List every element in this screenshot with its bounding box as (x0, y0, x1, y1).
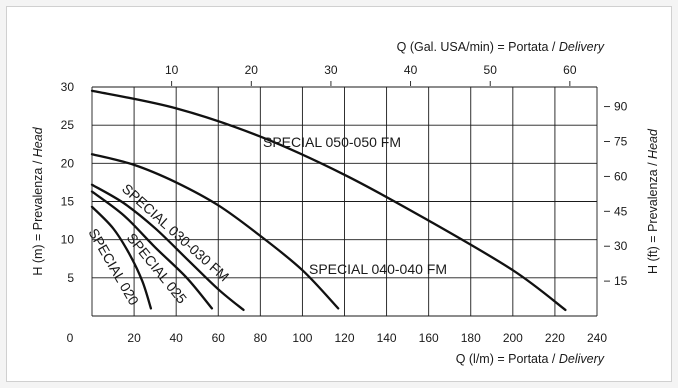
x-tick-label: 100 (292, 331, 312, 345)
x-tick-label: 0 (67, 331, 74, 345)
x-tick-label: 200 (503, 331, 523, 345)
y-tick-label: 25 (61, 118, 75, 132)
curve-special-020 (90, 205, 153, 310)
x-tick-label: 240 (587, 331, 607, 345)
axis-title-text: H (m) = Prevalenza / (31, 157, 45, 275)
x-tick-label: 80 (254, 331, 268, 345)
y-right-tick-label: 30 (614, 239, 628, 253)
axis-title-italic: Head (31, 126, 45, 157)
y-tick-label: 15 (61, 195, 75, 209)
y-tick-label: 10 (61, 233, 75, 247)
x-tick-label: 60 (212, 331, 226, 345)
x-top-tick-label: 20 (245, 63, 259, 77)
y-axis-title-right: H (ft) = Prevalenza / Head (646, 128, 660, 274)
curve-label: SPECIAL 050-050 FM (263, 134, 401, 150)
y-right-tick-label: 90 (614, 100, 628, 114)
x-tick-label: 180 (461, 331, 481, 345)
curve-special-030-030-fm (90, 183, 245, 312)
y-right-tick-label: 15 (614, 274, 628, 288)
y-right-tick-label: 45 (614, 204, 628, 218)
y-right-tick-label: 75 (614, 135, 628, 149)
x-tick-label: 160 (419, 331, 439, 345)
axis-title-text: Q (Gal. USA/min) = Portata / (397, 40, 559, 54)
curve-label: SPECIAL 040-040 FM (309, 261, 447, 277)
x-top-tick-label: 10 (165, 63, 179, 77)
x-top-tick-label: 40 (404, 63, 418, 77)
x-tick-label: 40 (169, 331, 183, 345)
x-top-tick-label: 50 (484, 63, 498, 77)
axis-title-text: Q (l/m) = Portata / (456, 352, 559, 366)
axis-title-italic: Delivery (559, 352, 605, 366)
x-tick-label: 120 (334, 331, 354, 345)
axis-title-italic: Delivery (559, 40, 605, 54)
axis-title-italic: Head (646, 128, 660, 159)
y-tick-label: 20 (61, 156, 75, 170)
x-axis-title-bottom: Q (l/m) = Portata / Delivery (456, 352, 605, 366)
x-top-tick-label: 30 (324, 63, 338, 77)
y-axis-title-left: H (m) = Prevalenza / Head (31, 126, 45, 275)
chart-frame (6, 6, 672, 382)
curve-special-040-040-fm (90, 153, 340, 310)
y-right-tick-label: 60 (614, 169, 628, 183)
x-tick-label: 220 (545, 331, 565, 345)
axis-title-text: H (ft) = Prevalenza / (646, 159, 660, 274)
x-top-tick-label: 60 (563, 63, 577, 77)
x-tick-label: 140 (377, 331, 397, 345)
y-tick-label: 5 (67, 271, 74, 285)
x-tick-label: 20 (127, 331, 141, 345)
x-axis-title-top: Q (Gal. USA/min) = Portata / Delivery (397, 40, 605, 54)
curve-special-025 (90, 190, 214, 310)
y-tick-label: 30 (61, 80, 75, 94)
curve-special-050-050-fm (90, 89, 567, 312)
